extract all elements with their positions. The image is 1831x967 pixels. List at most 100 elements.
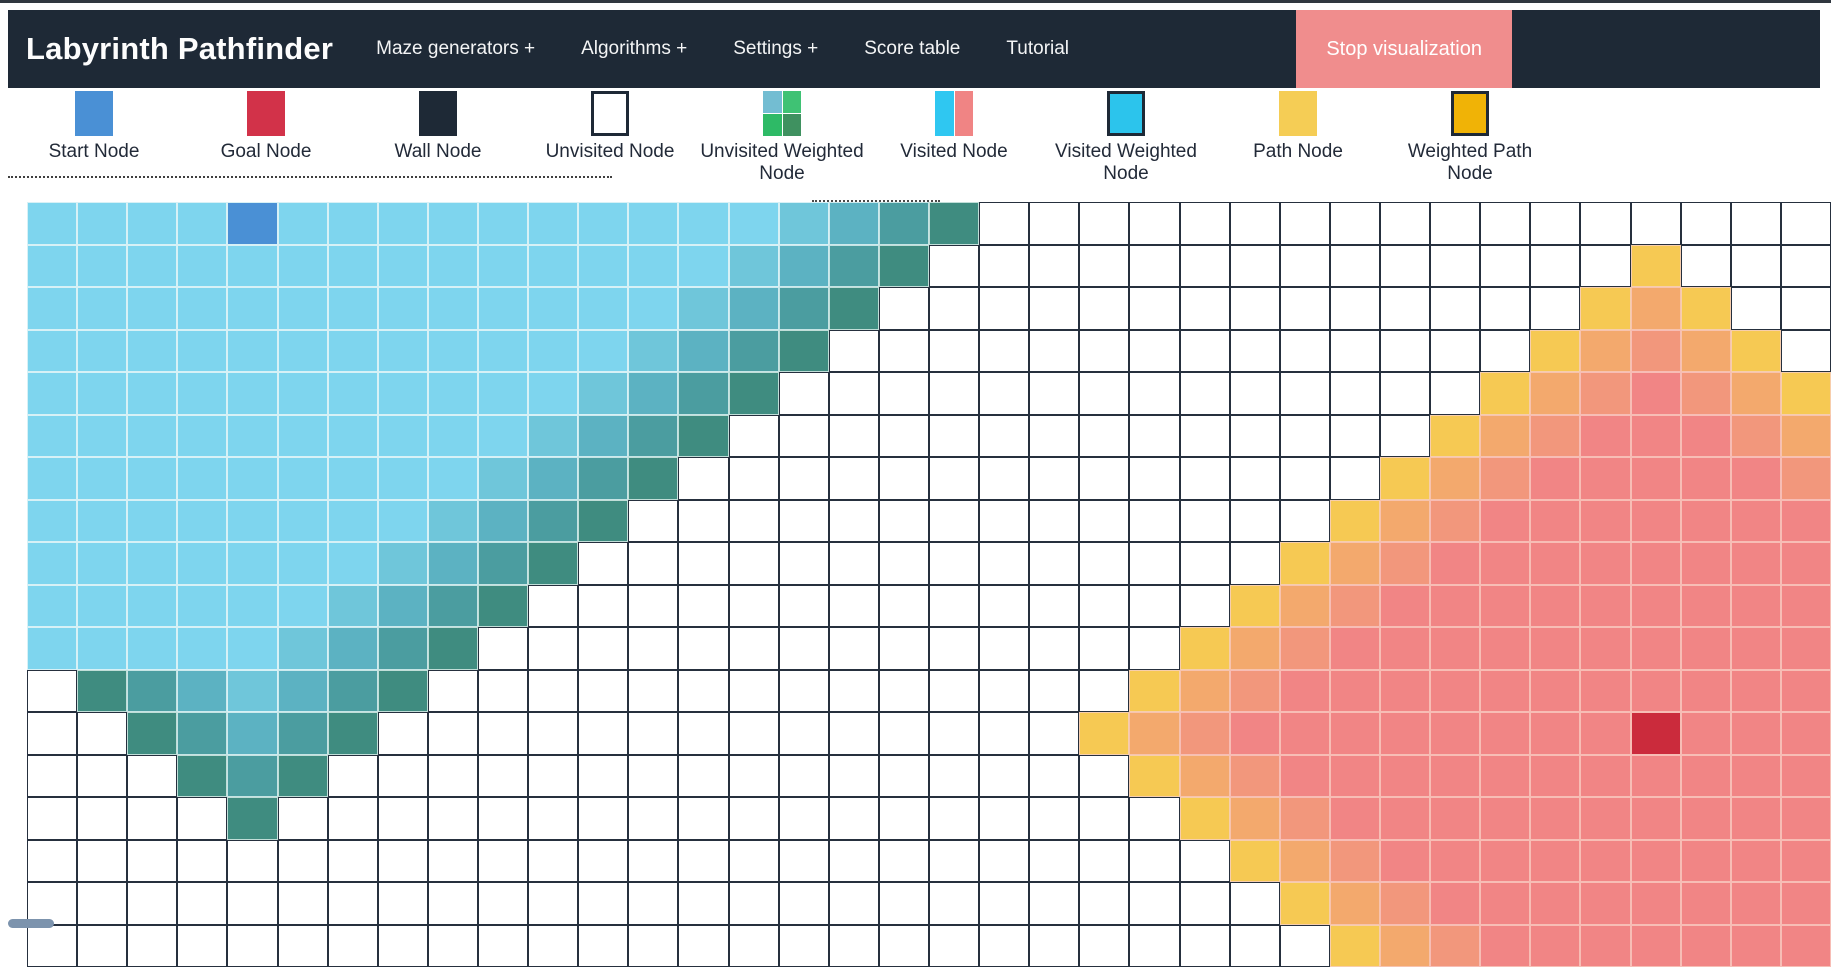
grid-cell[interactable] <box>378 840 428 883</box>
grid-cell[interactable] <box>1029 882 1079 925</box>
grid-cell[interactable] <box>1129 372 1179 415</box>
grid-cell[interactable] <box>578 585 628 628</box>
grid-cell[interactable] <box>779 542 829 585</box>
grid-cell[interactable] <box>1530 840 1580 883</box>
grid-cell[interactable] <box>578 882 628 925</box>
grid-cell[interactable] <box>1079 415 1129 458</box>
grid-cell[interactable] <box>1330 330 1380 373</box>
grid-cell[interactable] <box>979 415 1029 458</box>
grid-cell[interactable] <box>278 415 328 458</box>
grid-cell[interactable] <box>177 330 227 373</box>
grid-cell[interactable] <box>979 882 1029 925</box>
grid-cell[interactable] <box>428 245 478 288</box>
grid-cell[interactable] <box>1180 925 1230 967</box>
grid-cell[interactable] <box>1380 882 1430 925</box>
grid-cell[interactable] <box>1530 372 1580 415</box>
grid-cell[interactable] <box>1180 415 1230 458</box>
grid-cell[interactable] <box>127 287 177 330</box>
grid-cell[interactable] <box>1129 415 1179 458</box>
grid-cell[interactable] <box>1230 585 1280 628</box>
grid-cell[interactable] <box>979 372 1029 415</box>
grid-cell[interactable] <box>1530 330 1580 373</box>
grid-cell[interactable] <box>979 202 1029 245</box>
grid-cell[interactable] <box>278 712 328 755</box>
grid-cell[interactable] <box>278 542 328 585</box>
grid-cell[interactable] <box>1280 287 1330 330</box>
grid-cell[interactable] <box>27 330 77 373</box>
grid-cell[interactable] <box>1681 415 1731 458</box>
grid-cell[interactable] <box>929 372 979 415</box>
grid-cell[interactable] <box>328 925 378 967</box>
grid-cell[interactable] <box>1580 330 1630 373</box>
grid-cell[interactable] <box>879 627 929 670</box>
grid-cell[interactable] <box>1230 925 1280 967</box>
grid-cell[interactable] <box>678 882 728 925</box>
grid-cell[interactable] <box>1330 840 1380 883</box>
grid-cell[interactable] <box>1330 457 1380 500</box>
grid-cell[interactable] <box>1029 330 1079 373</box>
grid-cell[interactable] <box>27 245 77 288</box>
grid-cell[interactable] <box>1079 755 1129 798</box>
grid-cell[interactable] <box>1580 457 1630 500</box>
grid-cell[interactable] <box>1580 840 1630 883</box>
grid-cell[interactable] <box>1380 415 1430 458</box>
grid-cell[interactable] <box>578 755 628 798</box>
grid-cell[interactable] <box>678 372 728 415</box>
grid-cell[interactable] <box>1530 542 1580 585</box>
grid-cell[interactable] <box>1580 670 1630 713</box>
grid-cell[interactable] <box>628 840 678 883</box>
grid-cell[interactable] <box>478 287 528 330</box>
grid-cell[interactable] <box>1079 882 1129 925</box>
grid-cell[interactable] <box>177 372 227 415</box>
grid-cell[interactable] <box>729 457 779 500</box>
grid-cell[interactable] <box>1380 627 1430 670</box>
grid-cell[interactable] <box>879 882 929 925</box>
grid-cell[interactable] <box>177 882 227 925</box>
grid-cell[interactable] <box>1731 797 1781 840</box>
grid-cell[interactable] <box>1029 712 1079 755</box>
grid-cell[interactable] <box>879 245 929 288</box>
grid-cell[interactable] <box>1781 372 1831 415</box>
grid-cell[interactable] <box>1079 372 1129 415</box>
grid-cell[interactable] <box>177 287 227 330</box>
grid-cell[interactable] <box>1280 797 1330 840</box>
grid-cell[interactable] <box>578 372 628 415</box>
grid-cell[interactable] <box>1631 287 1681 330</box>
grid-cell[interactable] <box>729 372 779 415</box>
grid-cell[interactable] <box>127 500 177 543</box>
grid-cell[interactable] <box>1430 542 1480 585</box>
grid-cell[interactable] <box>1631 330 1681 373</box>
grid-cell[interactable] <box>1681 457 1731 500</box>
grid-cell[interactable] <box>879 840 929 883</box>
grid-cell[interactable] <box>729 670 779 713</box>
grid-cell[interactable] <box>528 585 578 628</box>
grid-cell[interactable] <box>1530 670 1580 713</box>
grid-cell[interactable] <box>1029 287 1079 330</box>
grid-cell[interactable] <box>127 372 177 415</box>
grid-cell[interactable] <box>127 585 177 628</box>
grid-cell[interactable] <box>428 627 478 670</box>
grid-cell[interactable] <box>1280 415 1330 458</box>
grid-cell[interactable] <box>77 797 127 840</box>
grid-cell[interactable] <box>779 202 829 245</box>
grid-cell[interactable] <box>428 457 478 500</box>
grid-cell[interactable] <box>227 712 277 755</box>
grid-cell[interactable] <box>678 585 728 628</box>
grid-cell[interactable] <box>1180 882 1230 925</box>
grid-cell[interactable] <box>979 245 1029 288</box>
grid-cell[interactable] <box>278 797 328 840</box>
grid-cell[interactable] <box>1380 457 1430 500</box>
grid-cell[interactable] <box>1681 585 1731 628</box>
grid-cell[interactable] <box>1731 840 1781 883</box>
grid-cell[interactable] <box>1430 585 1480 628</box>
grid-cell[interactable] <box>278 882 328 925</box>
grid-cell[interactable] <box>678 840 728 883</box>
grid-cell[interactable] <box>1330 797 1380 840</box>
grid-cell[interactable] <box>1230 500 1280 543</box>
grid-cell[interactable] <box>1480 585 1530 628</box>
grid-cell[interactable] <box>27 457 77 500</box>
grid-cell[interactable] <box>879 755 929 798</box>
legend-item-goal[interactable]: Goal Node <box>180 91 352 185</box>
grid-cell[interactable] <box>1681 925 1731 967</box>
grid-cell[interactable] <box>478 542 528 585</box>
